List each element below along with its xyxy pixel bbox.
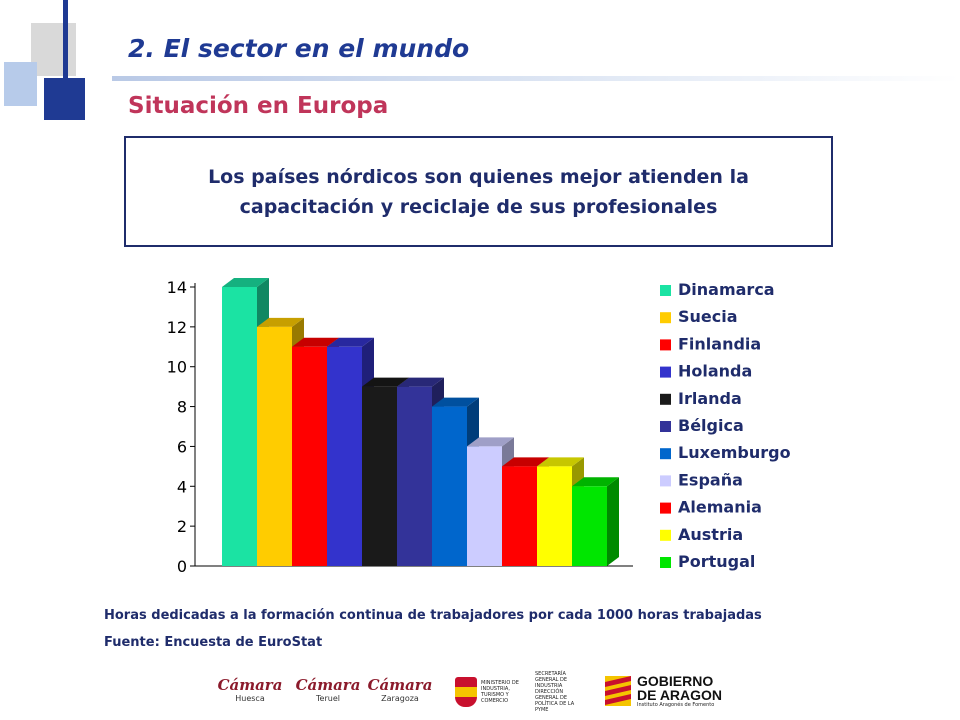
legend-item: Suecia — [660, 307, 738, 326]
bar-top — [502, 457, 549, 467]
sponsor-logos: Cámara Huesca Cámara Teruel Cámara Zarag… — [215, 670, 735, 716]
legend-swatch — [660, 285, 671, 296]
legend-swatch — [660, 557, 671, 568]
bar-top — [397, 377, 444, 387]
legend-item: Portugal — [660, 552, 755, 571]
legend-label: Holanda — [678, 362, 752, 381]
legend-label: España — [678, 470, 743, 489]
bar-top — [327, 337, 374, 347]
legend-item: Austria — [660, 525, 743, 544]
y-tick-label: 4 — [177, 477, 187, 496]
legend-label: Bélgica — [678, 416, 744, 435]
bar-top — [222, 278, 269, 287]
legend-swatch — [660, 448, 671, 460]
callout-text: Los países nórdicos son quienes mejor at… — [208, 165, 749, 218]
bar-top — [362, 377, 409, 387]
gobierno-line2: DE ARAGON — [637, 687, 723, 703]
legend-swatch — [660, 339, 671, 351]
y-tick-label: 8 — [177, 398, 187, 417]
y-tick-label: 6 — [177, 437, 187, 456]
footnote-source: Fuente: Encuesta de EuroStat — [104, 635, 323, 650]
bar-top — [572, 477, 619, 487]
camara-teruel-logo: Cámara Teruel — [293, 676, 363, 703]
ministerio-text: MINISTERIO DE INDUSTRIA, TURISMO Y COMER… — [481, 680, 519, 704]
footnote-units: Horas dedicadas a la formación continua … — [104, 608, 762, 623]
bar-front — [502, 466, 537, 566]
y-tick-label: 0 — [177, 557, 187, 576]
legend-item: Holanda — [660, 362, 752, 381]
bar-front — [257, 326, 292, 566]
bar-top — [257, 317, 304, 327]
legend-swatch — [660, 475, 671, 487]
legend-label: Irlanda — [678, 389, 742, 408]
bar-top — [432, 397, 479, 407]
legend-label: Austria — [678, 525, 743, 544]
bar-front — [362, 386, 397, 566]
legend-swatch — [660, 366, 671, 378]
legend-item: Irlanda — [660, 389, 742, 408]
y-tick-label: 2 — [177, 517, 187, 536]
bar-portugal — [572, 477, 619, 566]
bar-front — [432, 406, 467, 566]
legend-label: Suecia — [678, 307, 738, 326]
y-tick-label: 12 — [167, 318, 187, 337]
legend-item: Dinamarca — [660, 280, 775, 299]
legend-swatch — [660, 421, 671, 432]
secretaria-text: SECRETARÍA GENERAL DE INDUSTRIA DIRECCIÓ… — [535, 671, 575, 713]
legend-label: Alemania — [678, 498, 762, 517]
bar-chart: 0 2 4 6 8 10 12 14 Dinamarca Suecia Finlandia Holan… — [167, 278, 791, 576]
legend-swatch — [660, 502, 671, 514]
gobierno-subtitle: Instituto Aragonés de Fomento — [637, 702, 715, 708]
y-tick-label: 10 — [167, 358, 187, 377]
ministerio-logo: MINISTERIO DE INDUSTRIA, TURISMO Y COMER… — [455, 671, 590, 713]
bar-top — [537, 457, 584, 467]
camara-zaragoza-logo: Cámara Zaragoza — [365, 676, 435, 703]
title-underline — [112, 76, 960, 81]
coat-of-arms-icon — [455, 677, 477, 707]
bar-front — [397, 386, 432, 566]
legend-swatch — [660, 529, 671, 541]
page-title: 2. El sector en el mundo — [128, 34, 470, 63]
bar-front — [327, 346, 362, 566]
legend-swatch — [660, 393, 671, 405]
bar-front — [537, 466, 572, 566]
camara-huesca-logo: Cámara Huesca — [215, 676, 285, 703]
camara-city: Huesca — [235, 694, 265, 703]
bar-front — [292, 346, 327, 566]
gobierno-aragon-logo: GOBIERNO DE ARAGON Instituto Aragonés de… — [605, 674, 722, 708]
bar-top — [467, 437, 514, 447]
legend-item: Bélgica — [660, 416, 744, 435]
camara-wordmark: Cámara — [217, 676, 283, 694]
camara-wordmark: Cámara — [367, 676, 433, 694]
legend-label: Portugal — [678, 552, 755, 571]
y-tick-label: 14 — [167, 278, 187, 297]
page-subtitle: Situación en Europa — [128, 93, 389, 119]
camara-wordmark: Cámara — [295, 676, 361, 694]
bar-front — [222, 287, 257, 566]
camara-city: Zaragoza — [381, 694, 419, 703]
legend-swatch — [660, 312, 671, 324]
gobierno-line1: GOBIERNO — [637, 673, 714, 689]
legend-item: Alemania — [660, 498, 762, 517]
legend-item: Luxemburgo — [660, 443, 791, 462]
legend-item: Finlandia — [660, 334, 761, 353]
bar-front — [572, 486, 607, 566]
bar-front — [467, 446, 502, 566]
bar-side — [607, 477, 619, 566]
camara-city: Teruel — [316, 694, 340, 703]
legend-label: Dinamarca — [678, 280, 775, 299]
legend-item: España — [660, 470, 743, 489]
corner-decoration — [4, 0, 85, 120]
aragon-flag-icon — [605, 676, 631, 706]
callout-box: Los países nórdicos son quienes mejor at… — [124, 136, 833, 247]
bar-top — [292, 337, 339, 347]
legend-label: Finlandia — [678, 334, 761, 353]
legend-label: Luxemburgo — [678, 443, 791, 462]
